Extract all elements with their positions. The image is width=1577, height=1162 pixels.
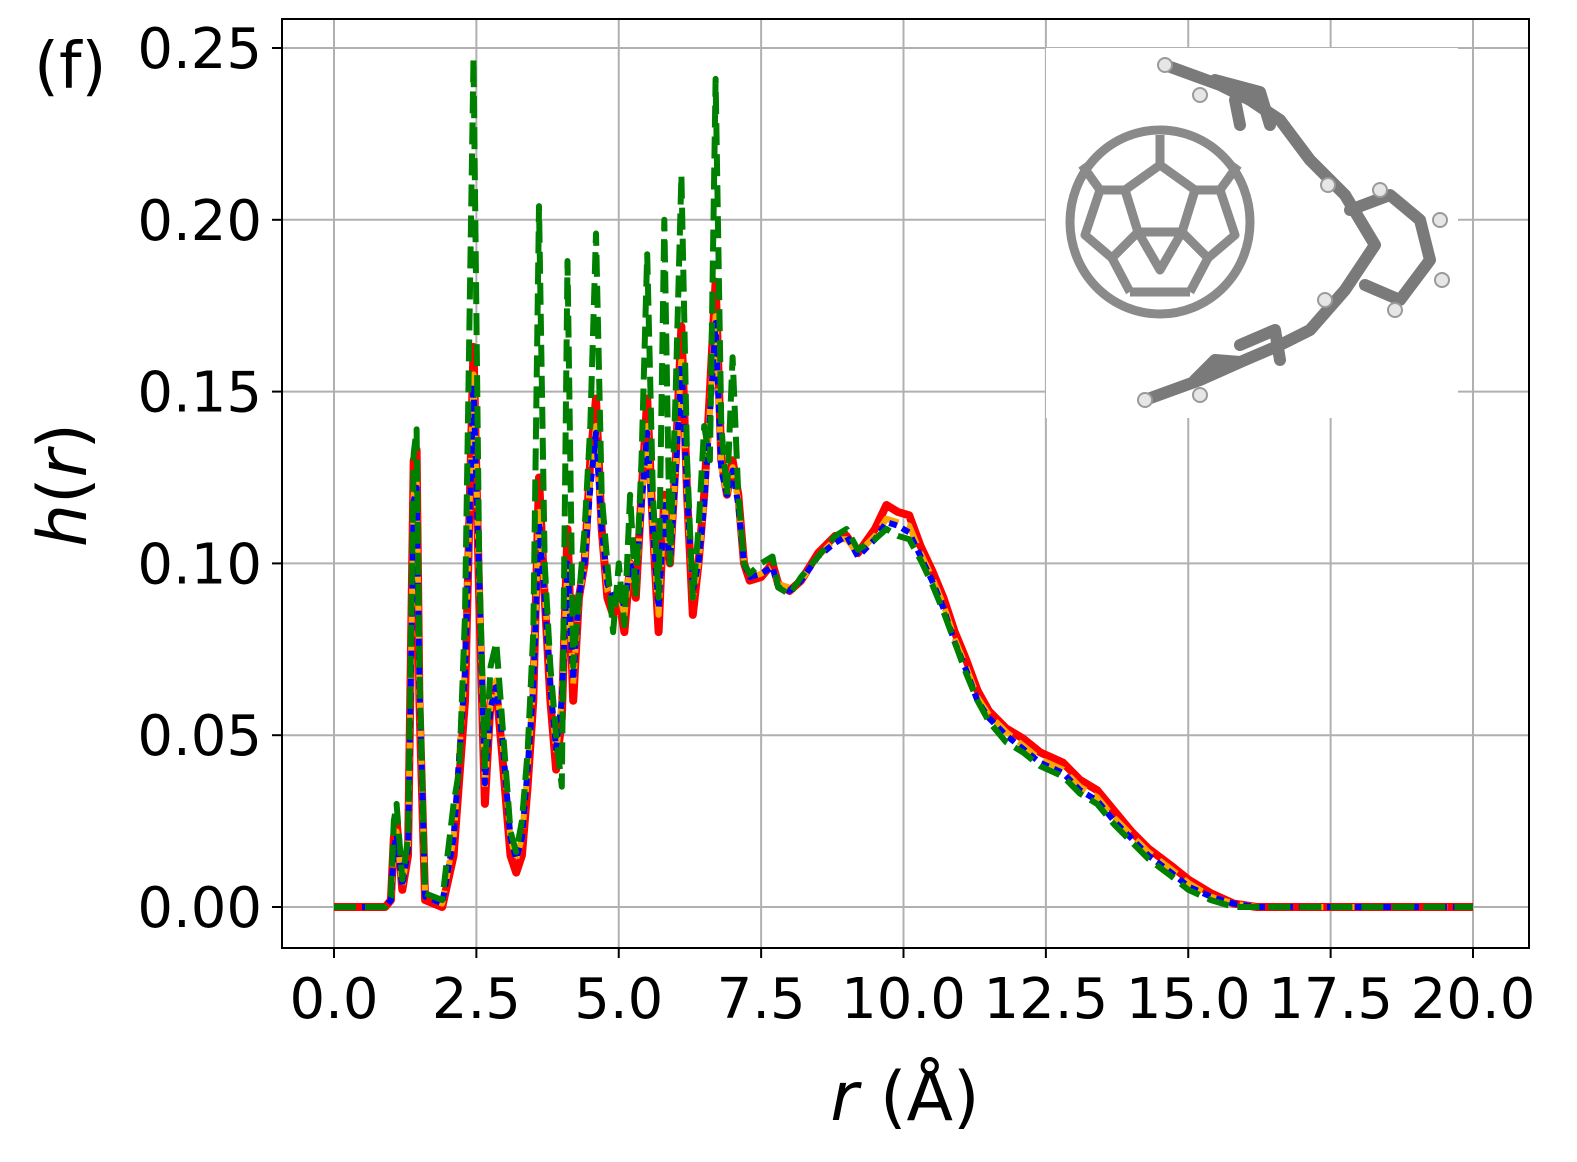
x-tick-label: 12.5 xyxy=(984,967,1109,1032)
panel-label: (f) xyxy=(34,30,106,104)
x-tick-label: 17.5 xyxy=(1268,967,1393,1032)
y-tick-label: 0.05 xyxy=(137,704,262,769)
fullerene-icon xyxy=(1065,125,1255,319)
hydrogen-atom-icon xyxy=(1434,272,1450,288)
x-axis-ticks: 0.0 2.5 5.0 7.5 10.0 12.5 15.0 17.5 20.0 xyxy=(289,948,1535,1032)
plot-frame xyxy=(281,18,1530,949)
molecule-inset xyxy=(1046,48,1458,418)
y-axis-open: ( xyxy=(24,477,103,504)
y-tick-label: 0.00 xyxy=(137,876,262,941)
hydrogen-atom-icon xyxy=(1432,212,1448,228)
y-tick-label: 0.20 xyxy=(137,189,262,254)
x-tick-label: 15.0 xyxy=(1126,967,1251,1032)
x-tick-label: 20.0 xyxy=(1411,967,1536,1032)
x-axis-label: r (Å) xyxy=(830,1056,979,1137)
y-axis-ticks: 0.00 0.05 0.10 0.15 0.20 0.25 xyxy=(137,17,282,941)
hydrogen-atom-icon xyxy=(1192,387,1208,403)
host-molecule-icon xyxy=(1139,59,1436,406)
y-tick-label: 0.10 xyxy=(137,532,262,597)
series-line-3 xyxy=(334,319,1473,910)
hydrogen-atom-icon xyxy=(1157,57,1173,73)
x-axis-unit: (Å) xyxy=(858,1056,979,1137)
y-axis-close: ) xyxy=(24,423,103,450)
x-axis-var: r xyxy=(830,1058,862,1137)
hydrogen-atom-icon xyxy=(1317,292,1333,308)
y-axis-var: r xyxy=(24,445,103,477)
hydrogen-atom-icon xyxy=(1320,177,1336,193)
x-tick-label: 5.0 xyxy=(574,967,663,1032)
y-axis-func: h xyxy=(24,504,103,547)
y-tick-label: 0.15 xyxy=(137,361,262,426)
series-lines xyxy=(334,55,1473,911)
hydrogen-atom-icon xyxy=(1137,392,1153,408)
x-tick-label: 7.5 xyxy=(717,967,806,1032)
hydrogen-atom-icon xyxy=(1192,87,1208,103)
y-tick-label: 0.25 xyxy=(137,17,262,82)
x-tick-label: 0.0 xyxy=(289,967,378,1032)
hydrogen-atom-icon xyxy=(1372,182,1388,198)
y-axis-label: h(r) xyxy=(24,423,103,547)
x-tick-label: 10.0 xyxy=(841,967,966,1032)
series-line-4 xyxy=(334,55,1473,910)
x-tick-label: 2.5 xyxy=(432,967,521,1032)
hydrogen-atom-icon xyxy=(1387,302,1403,318)
